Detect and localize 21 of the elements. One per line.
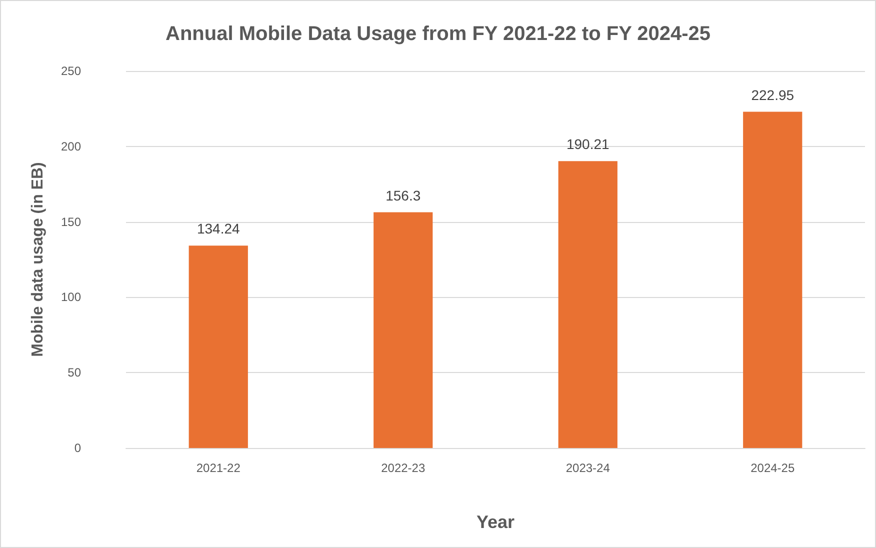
x-tick-label: 2023-24: [566, 461, 610, 475]
bar: [188, 246, 248, 448]
bar: [374, 212, 433, 448]
data-label: 222.95: [751, 86, 794, 103]
y-tick-label: 200: [60, 139, 82, 154]
y-axis-title: Mobile data usage (in EB): [30, 162, 46, 357]
data-label: 134.24: [196, 220, 240, 237]
y-tick-label: 100: [60, 290, 82, 304]
y-tick-label: 0: [74, 441, 82, 455]
x-tick-label: 2021-22: [196, 461, 241, 475]
x-axis-title: Year: [476, 512, 515, 532]
x-tick-label: 2024-25: [750, 461, 795, 475]
data-label: 190.21: [566, 136, 610, 152]
bar: [558, 161, 618, 448]
y-tick-label: 50: [68, 366, 82, 380]
x-tick-label: 2022-23: [381, 461, 426, 475]
chart-title: Annual Mobile Data Usage from FY 2021-22 to FY 2024-25: [166, 23, 710, 45]
data-label: 156.3: [386, 187, 421, 204]
bar: [743, 112, 802, 448]
y-tick-label: 150: [60, 214, 82, 229]
y-tick-label: 250: [60, 64, 82, 78]
